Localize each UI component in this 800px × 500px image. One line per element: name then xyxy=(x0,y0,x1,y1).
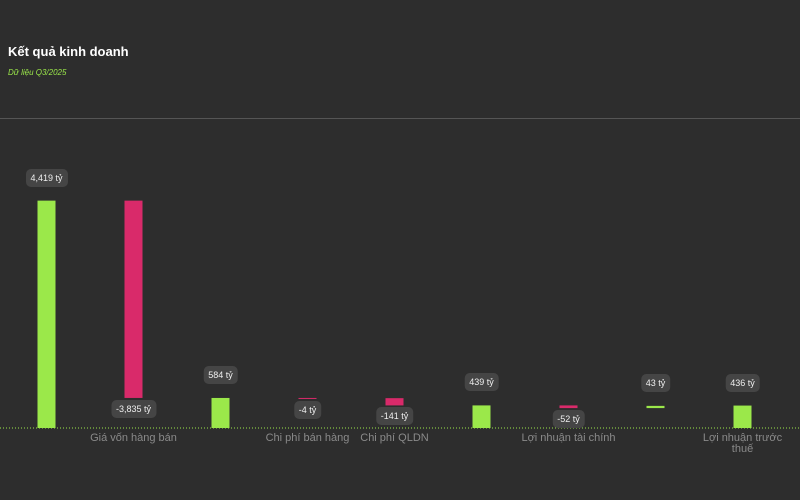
x-tick-label: Lợi nhuận trước thuế xyxy=(702,432,783,455)
chart-subtitle: Dữ liệu Q3/2025 xyxy=(8,68,67,77)
bar xyxy=(646,405,665,409)
bar xyxy=(559,405,578,409)
value-label: -141 tỷ xyxy=(375,407,414,426)
value-label: -52 tỷ xyxy=(552,410,585,429)
bar xyxy=(298,397,317,399)
bar xyxy=(211,397,230,428)
bar xyxy=(733,405,752,428)
value-label: 43 tỷ xyxy=(640,373,671,392)
bar xyxy=(124,200,143,398)
x-tick-label: Chi phí bán hàng xyxy=(265,432,350,444)
chart-title: Kết quả kinh doanh xyxy=(8,44,129,59)
value-label: -4 tỷ xyxy=(293,400,322,419)
x-tick-label: Giá vốn hàng bán xyxy=(90,432,177,444)
value-label: 584 tỷ xyxy=(203,365,238,384)
value-label: 436 tỷ xyxy=(725,373,760,392)
x-tick-label: Lợi nhuận tài chính xyxy=(521,432,616,444)
value-label: -3,835 tỷ xyxy=(110,399,157,418)
bar xyxy=(385,398,404,406)
value-label: 439 tỷ xyxy=(464,373,499,392)
value-label: 4,419 tỷ xyxy=(25,168,68,187)
bar xyxy=(472,405,491,428)
separator xyxy=(0,118,800,119)
x-tick-label: Chi phí QLDN xyxy=(360,432,429,444)
bar xyxy=(37,200,56,428)
